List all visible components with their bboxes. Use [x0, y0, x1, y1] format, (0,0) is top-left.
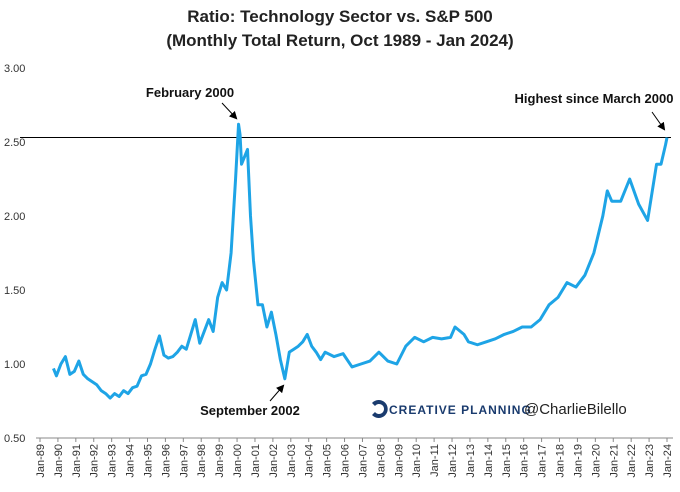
- y-tick-label: 0.50: [4, 433, 25, 445]
- handle: @CharlieBilello: [524, 401, 627, 418]
- logo-text: CREATIVE PLANNING: [389, 403, 532, 417]
- x-tick-label: Jan-03: [286, 444, 298, 478]
- y-tick-label: 1.50: [4, 285, 25, 297]
- data-line: [52, 122, 669, 400]
- x-tick-label: Jan-06: [340, 444, 352, 478]
- x-tick-label: Jan-05: [322, 444, 334, 478]
- annotation: February 2000: [146, 85, 234, 100]
- x-tick-label: Jan-13: [465, 444, 477, 478]
- x-tick-label: Jan-24: [662, 444, 674, 478]
- x-tick-label: Jan-23: [644, 444, 656, 478]
- y-tick-label: 2.50: [4, 137, 25, 149]
- y-tick-label: 2.00: [4, 211, 25, 223]
- x-tick-label: Jan-17: [537, 444, 549, 478]
- chart-title: Ratio: Technology Sector vs. S&P 500: [187, 7, 492, 26]
- y-tick-label: 3.00: [4, 63, 25, 75]
- x-tick-label: Jan-98: [196, 444, 208, 478]
- x-tick-label: Jan-91: [71, 444, 83, 478]
- x-tick-label: Jan-12: [447, 444, 459, 478]
- x-tick-label: Jan-92: [89, 444, 101, 478]
- chart-subtitle: (Monthly Total Return, Oct 1989 - Jan 20…: [166, 31, 513, 50]
- x-tick-label: Jan-18: [555, 444, 567, 478]
- x-tick-label: Jan-15: [501, 444, 513, 478]
- y-tick-label: 1.00: [4, 359, 25, 371]
- logo-icon: [372, 399, 388, 418]
- x-tick-label: Jan-94: [125, 444, 137, 478]
- x-tick-label: Jan-09: [393, 444, 405, 478]
- x-tick-label: Jan-00: [232, 444, 244, 478]
- annotation: September 2002: [200, 403, 300, 418]
- x-tick-label: Jan-07: [357, 444, 369, 478]
- x-tick-label: Jan-93: [107, 444, 119, 478]
- x-tick-label: Jan-20: [590, 444, 602, 478]
- x-tick-label: Jan-22: [626, 444, 638, 478]
- x-tick-label: Jan-95: [142, 444, 154, 478]
- x-tick-label: Jan-11: [429, 444, 441, 477]
- x-tick-label: Jan-08: [375, 444, 387, 478]
- x-tick-label: Jan-21: [608, 444, 620, 478]
- x-tick-label: Jan-16: [519, 444, 531, 478]
- x-tick-label: Jan-96: [160, 444, 172, 478]
- x-tick-label: Jan-02: [268, 444, 280, 478]
- x-tick-label: Jan-97: [178, 444, 190, 478]
- x-tick-label: Jan-19: [572, 444, 584, 478]
- x-tick-label: Jan-90: [53, 444, 65, 478]
- x-tick-label: Jan-89: [35, 444, 47, 478]
- annotation: Highest since March 2000: [515, 91, 674, 106]
- x-tick-label: Jan-10: [411, 444, 423, 478]
- annotation-arrow: [651, 111, 666, 131]
- annotation-arrow: [269, 384, 285, 402]
- x-tick-label: Jan-04: [304, 444, 316, 478]
- x-tick-label: Jan-01: [250, 444, 262, 478]
- annotation-arrow: [221, 102, 238, 120]
- x-tick-label: Jan-14: [483, 444, 495, 478]
- x-tick-label: Jan-99: [214, 444, 226, 478]
